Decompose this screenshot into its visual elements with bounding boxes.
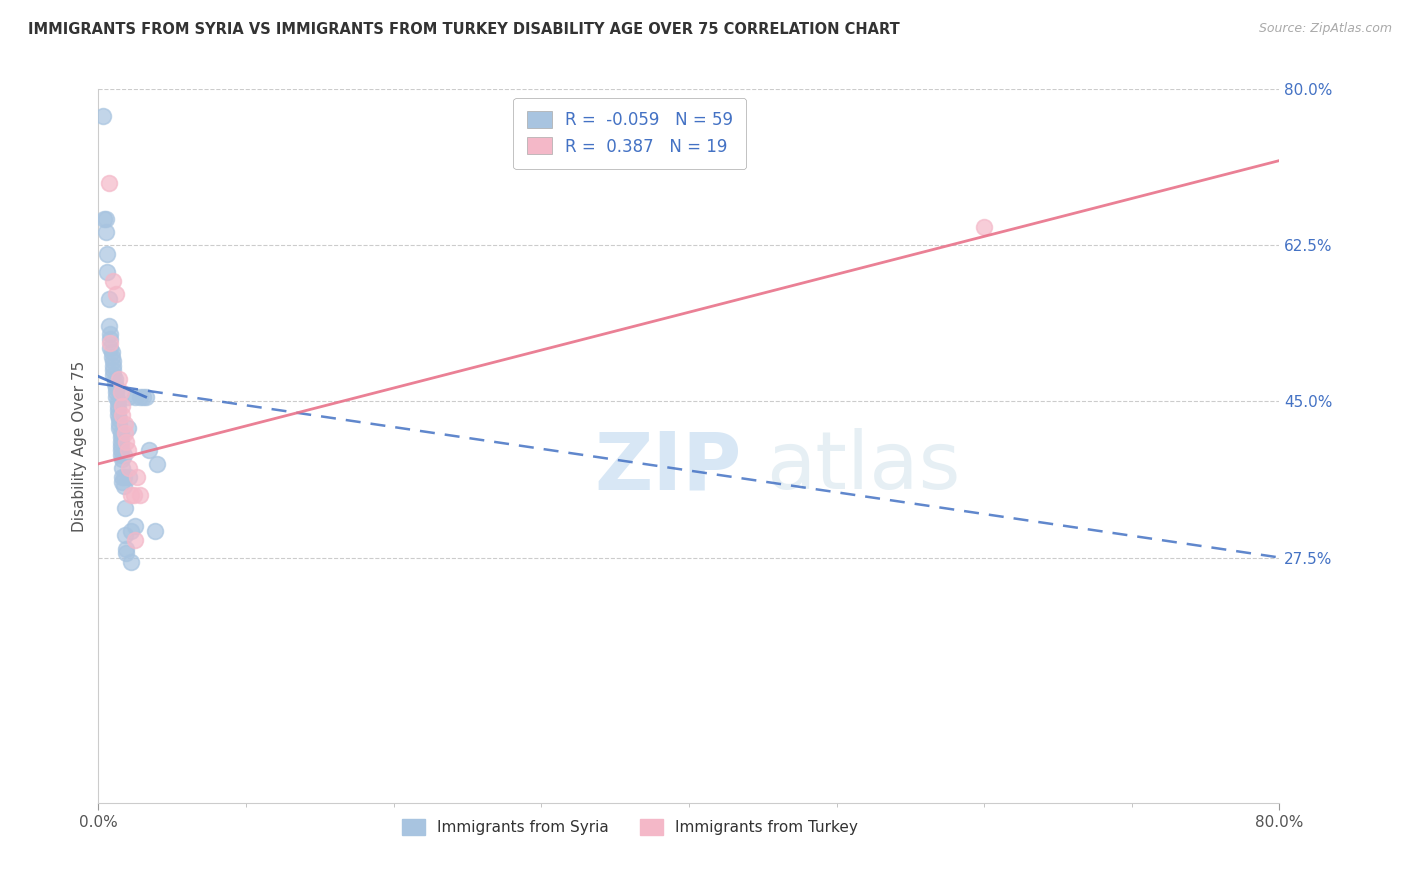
Point xyxy=(111,470,134,484)
Point xyxy=(973,220,995,235)
Point xyxy=(93,211,115,226)
Point xyxy=(111,452,134,467)
Point xyxy=(112,479,135,493)
Point xyxy=(128,488,150,502)
Point xyxy=(138,443,160,458)
Point xyxy=(107,394,129,409)
Point xyxy=(105,287,128,301)
Legend: Immigrants from Syria, Immigrants from Turkey: Immigrants from Syria, Immigrants from T… xyxy=(396,814,863,841)
Point xyxy=(110,448,132,462)
Point xyxy=(98,341,121,355)
Point xyxy=(110,425,132,440)
Text: ZIP: ZIP xyxy=(595,428,742,507)
Point xyxy=(103,354,125,368)
Point xyxy=(112,470,135,484)
Point xyxy=(110,430,132,444)
Point xyxy=(115,434,138,449)
Point xyxy=(108,412,131,426)
Point xyxy=(110,385,132,400)
Point xyxy=(118,470,141,484)
Point xyxy=(114,501,136,516)
Point xyxy=(103,368,125,382)
Point xyxy=(100,350,122,364)
Point xyxy=(103,359,125,373)
Point xyxy=(104,372,127,386)
Point xyxy=(132,390,155,404)
Point xyxy=(111,408,134,422)
Point xyxy=(115,546,138,560)
Point xyxy=(103,363,125,377)
Text: Source: ZipAtlas.com: Source: ZipAtlas.com xyxy=(1258,22,1392,36)
Point xyxy=(103,274,125,288)
Point xyxy=(105,381,128,395)
Point xyxy=(94,211,117,226)
Point xyxy=(107,399,129,413)
Point xyxy=(110,443,132,458)
Point xyxy=(117,443,139,458)
Point xyxy=(114,528,136,542)
Point xyxy=(107,403,129,417)
Point xyxy=(143,524,166,538)
Point xyxy=(128,390,150,404)
Point xyxy=(120,524,142,538)
Point xyxy=(94,225,117,239)
Point xyxy=(114,425,136,440)
Y-axis label: Disability Age Over 75: Disability Age Over 75 xyxy=(72,360,87,532)
Point xyxy=(146,457,169,471)
Point xyxy=(96,247,118,261)
Point xyxy=(124,533,146,547)
Point xyxy=(112,448,135,462)
Point xyxy=(111,399,134,413)
Point xyxy=(110,439,132,453)
Point xyxy=(104,376,127,391)
Point xyxy=(124,390,146,404)
Point xyxy=(97,176,120,190)
Point xyxy=(118,461,141,475)
Point xyxy=(117,421,139,435)
Point xyxy=(111,461,134,475)
Point xyxy=(96,265,118,279)
Point xyxy=(108,417,131,431)
Point xyxy=(100,345,122,359)
Point xyxy=(105,390,128,404)
Point xyxy=(120,555,142,569)
Point xyxy=(107,408,129,422)
Point xyxy=(120,488,142,502)
Point xyxy=(115,541,138,556)
Point xyxy=(97,292,120,306)
Point xyxy=(97,318,120,333)
Text: IMMIGRANTS FROM SYRIA VS IMMIGRANTS FROM TURKEY DISABILITY AGE OVER 75 CORRELATI: IMMIGRANTS FROM SYRIA VS IMMIGRANTS FROM… xyxy=(28,22,900,37)
Point xyxy=(117,390,139,404)
Point xyxy=(122,488,145,502)
Point xyxy=(98,332,121,346)
Point xyxy=(98,327,121,342)
Point xyxy=(105,385,128,400)
Point xyxy=(124,519,146,533)
Point xyxy=(108,421,131,435)
Point xyxy=(98,336,121,351)
Point xyxy=(114,417,136,431)
Point xyxy=(108,372,131,386)
Point xyxy=(110,434,132,449)
Point xyxy=(91,109,114,123)
Point xyxy=(135,390,157,404)
Point xyxy=(111,475,134,489)
Text: atlas: atlas xyxy=(766,428,960,507)
Point xyxy=(125,470,148,484)
